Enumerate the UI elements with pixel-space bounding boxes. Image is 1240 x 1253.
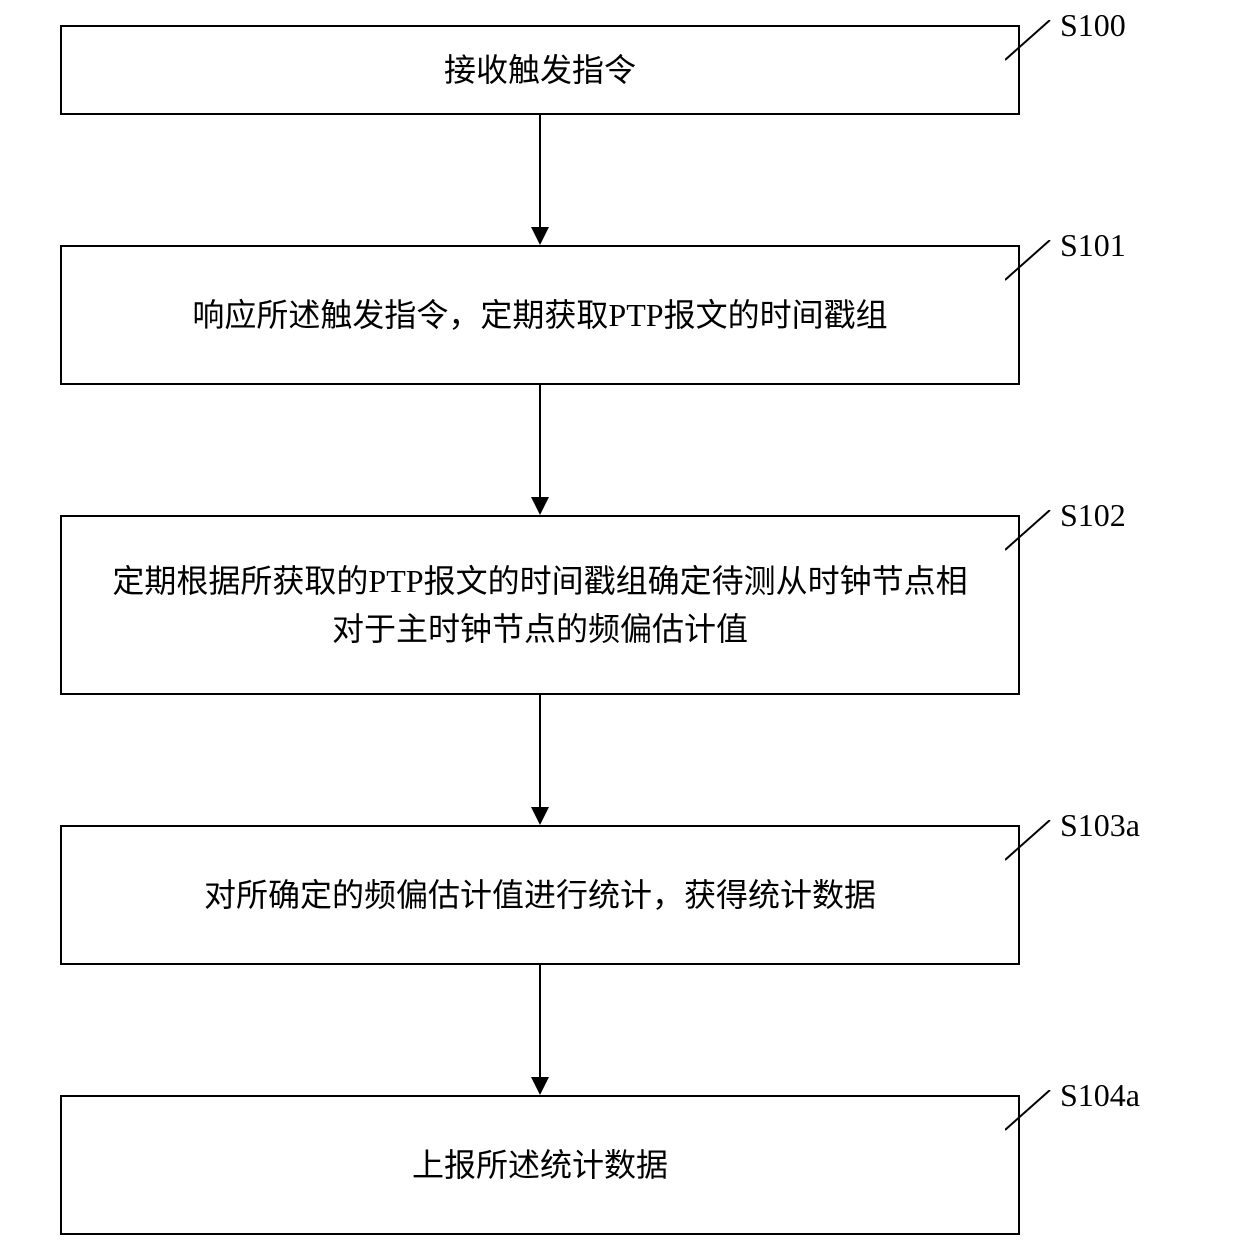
arrow-wrap xyxy=(60,115,1020,245)
step-label: S100 xyxy=(1060,7,1126,44)
arrow-down-icon xyxy=(525,965,555,1095)
step-box-s101: 响应所述触发指令，定期获取PTP报文的时间戳组 xyxy=(60,245,1020,385)
step-text: 接收触发指令 xyxy=(444,46,636,94)
step-box-s100: 接收触发指令 xyxy=(60,25,1020,115)
step-row: 接收触发指令 S100 xyxy=(60,25,1180,115)
step-text: 响应所述触发指令，定期获取PTP报文的时间戳组 xyxy=(192,291,887,339)
step-text: 定期根据所获取的PTP报文的时间戳组确定待测从时钟节点相对于主时钟节点的频偏估计… xyxy=(102,557,978,653)
flowchart-container: 接收触发指令 S100 响应所述触发指令，定期获取PTP报文的时间戳组 S101… xyxy=(60,25,1180,1235)
arrow-wrap xyxy=(60,385,1020,515)
step-box-s104a: 上报所述统计数据 xyxy=(60,1095,1020,1235)
step-text: 对所确定的频偏估计值进行统计，获得统计数据 xyxy=(204,871,876,919)
arrow-down-icon xyxy=(525,385,555,515)
step-label: S101 xyxy=(1060,227,1126,264)
step-row: 定期根据所获取的PTP报文的时间戳组确定待测从时钟节点相对于主时钟节点的频偏估计… xyxy=(60,515,1180,695)
step-label: S102 xyxy=(1060,497,1126,534)
step-label: S104a xyxy=(1060,1077,1140,1114)
arrow-wrap xyxy=(60,965,1020,1095)
step-box-s103a: 对所确定的频偏估计值进行统计，获得统计数据 xyxy=(60,825,1020,965)
step-text: 上报所述统计数据 xyxy=(412,1141,668,1189)
arrow-wrap xyxy=(60,695,1020,825)
step-row: 上报所述统计数据 S104a xyxy=(60,1095,1180,1235)
step-label: S103a xyxy=(1060,807,1140,844)
step-box-s102: 定期根据所获取的PTP报文的时间戳组确定待测从时钟节点相对于主时钟节点的频偏估计… xyxy=(60,515,1020,695)
step-row: 对所确定的频偏估计值进行统计，获得统计数据 S103a xyxy=(60,825,1180,965)
step-row: 响应所述触发指令，定期获取PTP报文的时间戳组 S101 xyxy=(60,245,1180,385)
arrow-down-icon xyxy=(525,115,555,245)
arrow-down-icon xyxy=(525,695,555,825)
